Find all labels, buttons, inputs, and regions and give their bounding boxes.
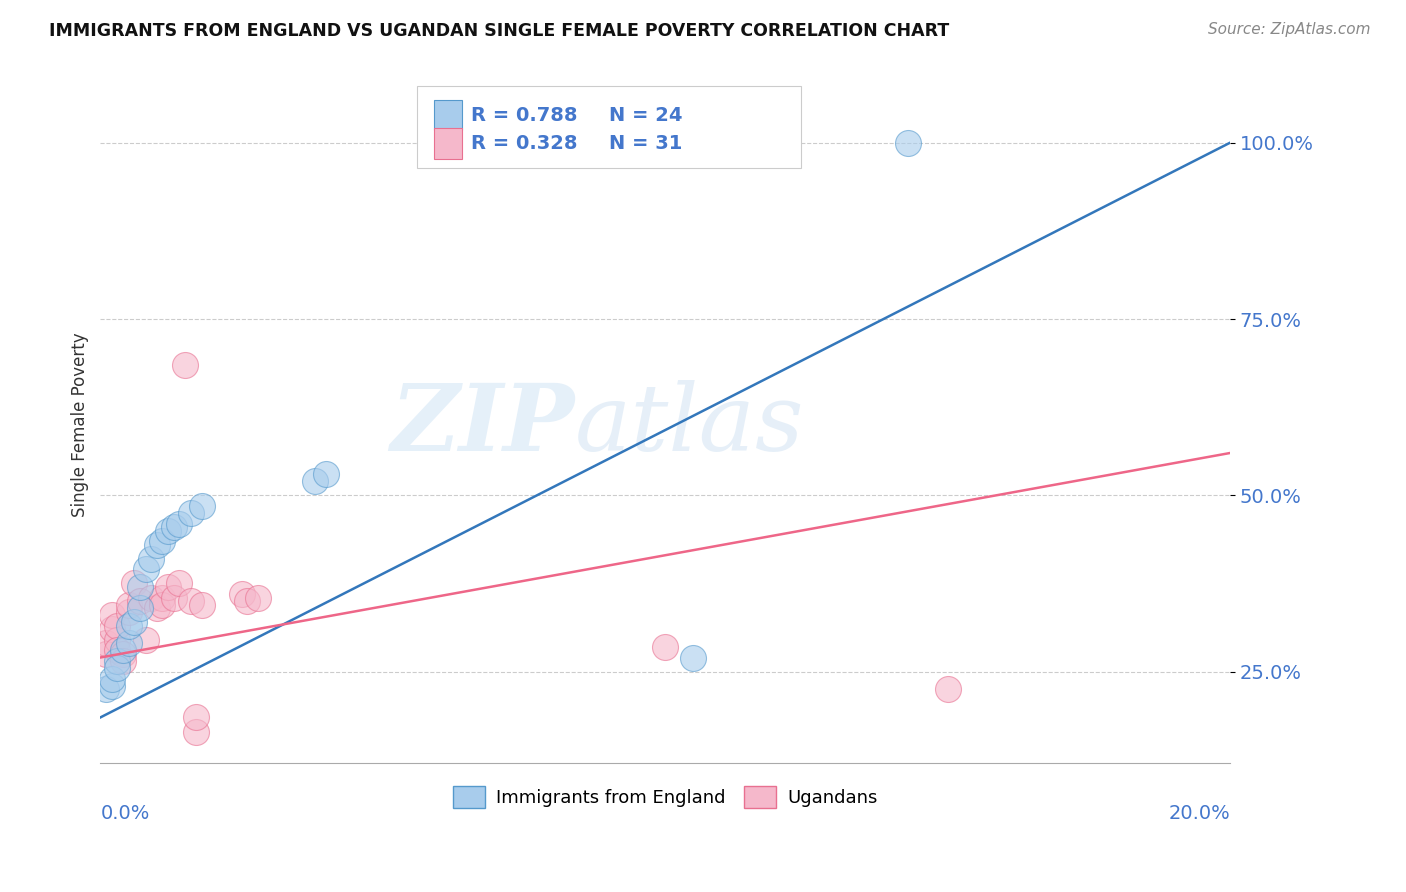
Text: 0.0%: 0.0% (100, 804, 149, 823)
Point (236, 594, 259, 608)
Y-axis label: Single Female Poverty: Single Female Poverty (72, 333, 89, 517)
Text: N = 31: N = 31 (609, 135, 682, 153)
Point (111, 643, 134, 657)
Point (117, 619, 139, 633)
Point (105, 619, 128, 633)
Point (100, 622, 122, 636)
Point (936, 682, 959, 697)
Point (105, 661, 128, 675)
Point (191, 598, 214, 612)
Point (304, 474, 326, 488)
Point (152, 598, 174, 612)
Point (111, 647, 134, 661)
Point (247, 591, 270, 605)
Point (315, 467, 337, 482)
Point (94, 636, 117, 650)
Point (128, 580, 150, 594)
Point (191, 499, 214, 513)
Text: atlas: atlas (575, 380, 804, 470)
Point (141, 591, 163, 605)
Point (122, 576, 145, 591)
Point (654, 640, 676, 654)
Point (186, 724, 208, 739)
Point (94, 682, 117, 697)
Point (100, 608, 122, 623)
Point (157, 580, 180, 594)
Point (111, 654, 134, 668)
Text: ZIP: ZIP (391, 380, 575, 470)
Text: 20.0%: 20.0% (1168, 804, 1230, 823)
Point (128, 601, 150, 615)
Text: N = 24: N = 24 (609, 106, 682, 125)
Text: IMMIGRANTS FROM ENGLAND VS UGANDAN SINGLE FEMALE POVERTY CORRELATION CHART: IMMIGRANTS FROM ENGLAND VS UGANDAN SINGL… (49, 22, 949, 40)
Point (180, 506, 202, 520)
Point (157, 524, 180, 538)
Point (128, 594, 150, 608)
FancyBboxPatch shape (433, 100, 461, 130)
Point (94, 647, 117, 661)
FancyBboxPatch shape (433, 128, 461, 159)
Point (105, 632, 128, 647)
Point (105, 654, 128, 668)
Point (141, 551, 163, 566)
Point (100, 679, 122, 693)
Point (163, 591, 186, 605)
Point (135, 632, 157, 647)
Point (231, 587, 253, 601)
Point (135, 562, 157, 576)
Point (100, 672, 122, 686)
FancyBboxPatch shape (416, 87, 800, 168)
Point (117, 598, 139, 612)
Point (152, 591, 174, 605)
Text: R = 0.328: R = 0.328 (471, 135, 578, 153)
Point (180, 594, 202, 608)
Point (146, 538, 169, 552)
Point (117, 636, 139, 650)
Point (117, 605, 139, 619)
Point (169, 576, 191, 591)
Text: Source: ZipAtlas.com: Source: ZipAtlas.com (1208, 22, 1371, 37)
Point (146, 601, 169, 615)
Point (122, 615, 145, 630)
Legend: Immigrants from England, Ugandans: Immigrants from England, Ugandans (446, 779, 884, 815)
Point (169, 516, 191, 531)
Point (174, 358, 197, 372)
Text: R = 0.788: R = 0.788 (471, 106, 578, 125)
Point (163, 520, 186, 534)
Point (897, 136, 920, 150)
Point (186, 710, 208, 724)
Point (152, 534, 174, 549)
Point (682, 650, 704, 665)
Point (105, 643, 128, 657)
